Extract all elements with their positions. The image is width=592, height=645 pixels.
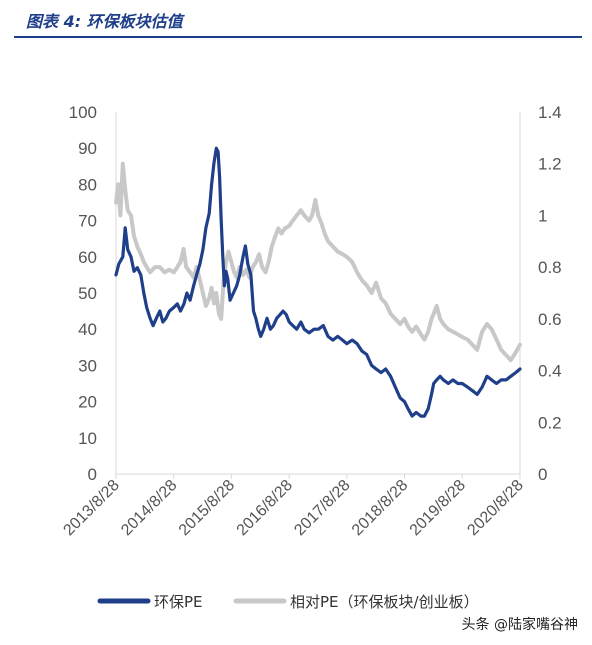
plot-frame	[115, 112, 521, 475]
x-tick-label: 2018/8/28	[349, 477, 411, 539]
y-right-tick-label: 1.4	[538, 103, 562, 122]
y-left-axis: 0 10 20 30 40 50 60 70 80 90 100	[69, 103, 97, 484]
y-left-tick-label: 30	[78, 356, 97, 375]
legend-label-relative-pe: 相对PE（环保板块/创业板）	[290, 593, 479, 611]
x-tick-label: 2017/8/28	[291, 477, 353, 539]
x-tick-label: 2014/8/28	[118, 477, 180, 539]
figure-title: 图表 4: 环保板块估值	[26, 12, 183, 31]
series-line-env-pe	[114, 146, 522, 418]
legend: 环保PE 相对PE（环保板块/创业板）	[97, 593, 479, 611]
x-tick-label: 2020/8/28	[464, 477, 526, 539]
y-right-tick-label: 0	[538, 465, 547, 484]
x-tick-label: 2015/8/28	[176, 477, 238, 539]
series-line-relative-pe	[114, 161, 522, 363]
y-left-tick-label: 80	[78, 175, 97, 194]
y-left-tick-label: 40	[78, 320, 97, 339]
x-tick-label: 2019/8/28	[407, 477, 469, 539]
y-left-tick-label: 100	[69, 103, 97, 122]
y-left-tick-label: 20	[78, 393, 97, 412]
y-right-tick-label: 0.4	[538, 362, 562, 381]
y-right-axis: 0 0.2 0.4 0.6 0.8 1 1.2 1.4	[538, 103, 562, 484]
y-right-tick-label: 0.8	[538, 258, 562, 277]
y-right-tick-label: 1	[538, 206, 547, 225]
series-layer	[114, 146, 522, 418]
y-right-tick-label: 0.2	[538, 413, 562, 432]
y-left-tick-label: 70	[78, 212, 97, 231]
y-left-tick-label: 10	[78, 429, 97, 448]
figure-header: 图表 4: 环保板块估值	[14, 6, 582, 40]
watermark: 头条 @陆家嘴谷神	[461, 617, 578, 633]
y-left-tick-label: 50	[78, 284, 97, 303]
legend-label-env-pe: 环保PE	[154, 593, 203, 611]
x-axis: 2013/8/282014/8/282015/8/282016/8/282017…	[60, 474, 527, 539]
header-rule	[14, 36, 582, 38]
y-left-tick-label: 60	[78, 248, 97, 267]
y-right-tick-label: 1.2	[538, 155, 562, 174]
y-right-tick-label: 0.6	[538, 310, 562, 329]
x-tick-label: 2013/8/28	[60, 477, 122, 539]
y-left-tick-label: 90	[78, 139, 97, 158]
y-left-tick-label: 0	[88, 465, 97, 484]
x-tick-label: 2016/8/28	[234, 477, 296, 539]
